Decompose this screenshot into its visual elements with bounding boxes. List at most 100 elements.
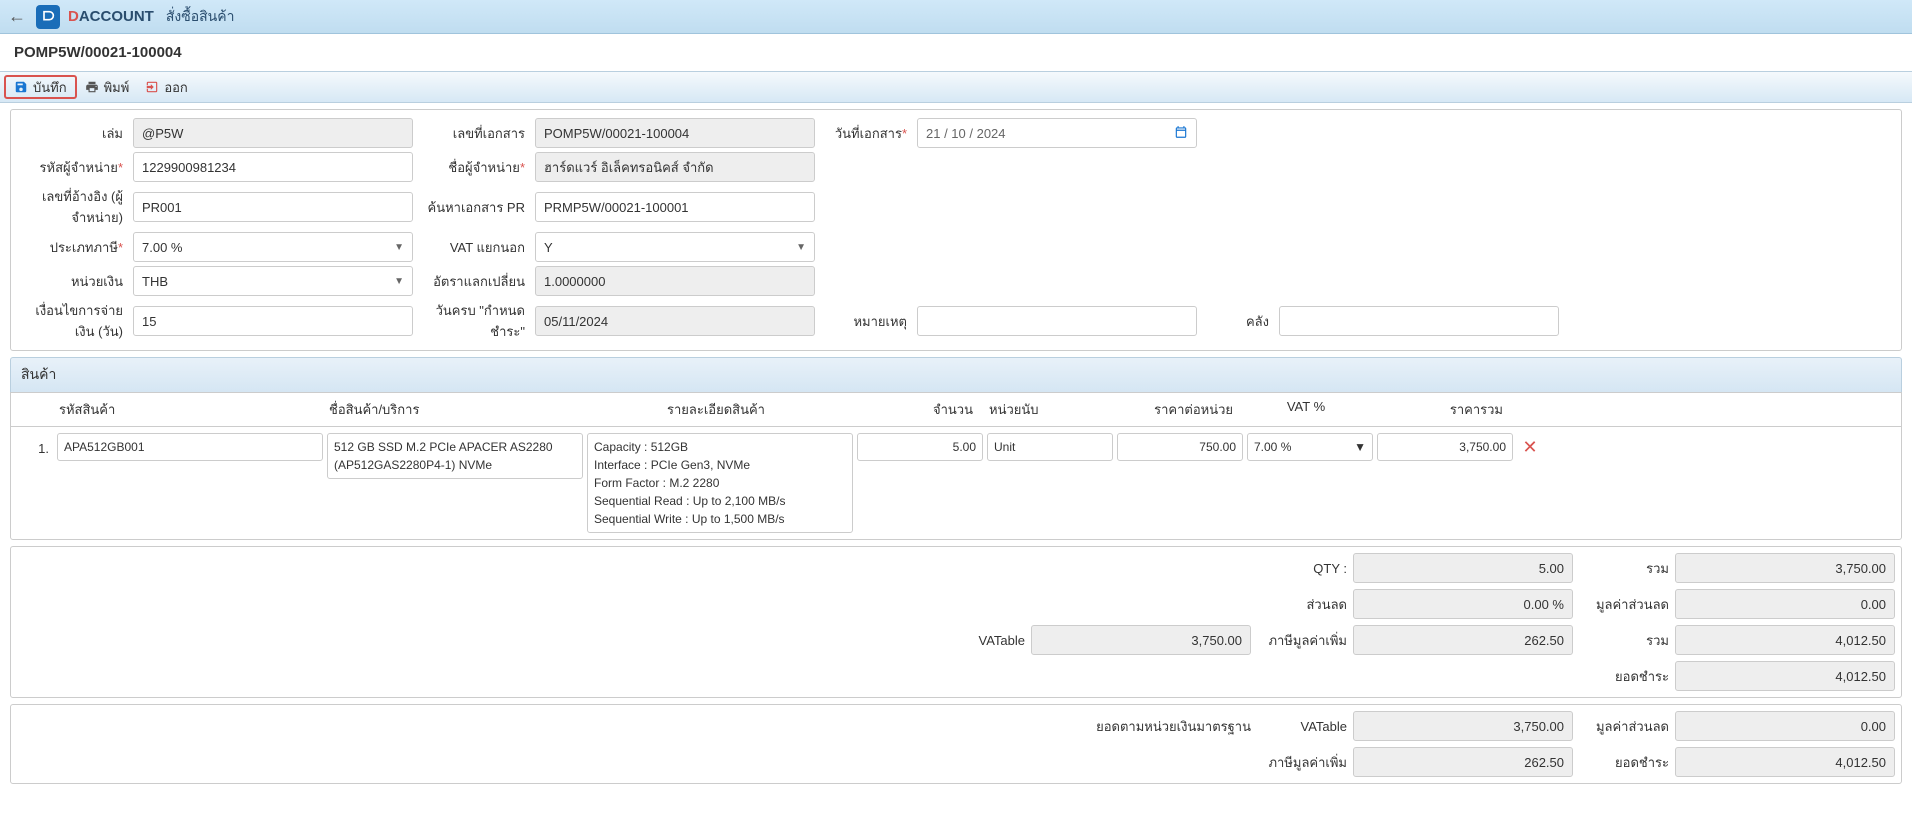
app-brand: DACCOUNT bbox=[68, 8, 154, 25]
cell-total: 3,750.00 bbox=[1377, 433, 1513, 461]
discount-amt-label: มูลค่าส่วนลด bbox=[1579, 594, 1669, 615]
field-supplier-code[interactable]: 1229900981234 bbox=[133, 152, 413, 182]
payable-label: ยอดชำระ bbox=[1579, 666, 1669, 687]
col-detail: รายละเอียดสินค้า bbox=[581, 393, 851, 426]
field-search-pr[interactable]: PRMP5W/00021-100001 bbox=[535, 192, 815, 222]
field-warehouse[interactable] bbox=[1279, 306, 1559, 336]
label-supplier-name: ชื่อผู้จำหน่าย* bbox=[419, 157, 529, 178]
grid-header: รหัสสินค้า ชื่อสินค้า/บริการ รายละเอียดส… bbox=[11, 393, 1901, 427]
chevron-down-icon: ▼ bbox=[394, 276, 404, 287]
print-label: พิมพ์ bbox=[104, 77, 130, 98]
label-doc-no: เลขที่เอกสาร bbox=[419, 123, 529, 144]
col-qty: จำนวน bbox=[851, 393, 981, 426]
toolbar: บันทึก พิมพ์ ออก bbox=[0, 71, 1912, 103]
cell-unit[interactable]: Unit bbox=[987, 433, 1113, 461]
col-name: ชื่อสินค้า/บริการ bbox=[321, 393, 581, 426]
chevron-down-icon: ▼ bbox=[796, 242, 806, 253]
cell-name[interactable]: 512 GB SSD M.2 PCIe APACER AS2280 (AP512… bbox=[327, 433, 583, 479]
sum-value: 3,750.00 bbox=[1675, 553, 1895, 583]
label-doc-date: วันที่เอกสาร* bbox=[821, 123, 911, 144]
chevron-down-icon: ▼ bbox=[1354, 440, 1366, 454]
label-tax-type: ประเภทภาษี* bbox=[17, 237, 127, 258]
vatable2-label: VATable bbox=[1257, 719, 1347, 734]
payable2-label: ยอดชำระ bbox=[1579, 752, 1669, 773]
vat-value: 262.50 bbox=[1353, 625, 1573, 655]
field-remark[interactable] bbox=[917, 306, 1197, 336]
doc-date-value: 21 / 10 / 2024 bbox=[926, 126, 1006, 141]
cell-code[interactable]: APA512GB001 bbox=[57, 433, 323, 461]
col-unit: หน่วยนับ bbox=[981, 393, 1111, 426]
field-payment-term[interactable]: 15 bbox=[133, 306, 413, 336]
payable2-value: 4,012.50 bbox=[1675, 747, 1895, 777]
cell-qty[interactable]: 5.00 bbox=[857, 433, 983, 461]
discount-amt-value: 0.00 bbox=[1675, 589, 1895, 619]
vatable2-value: 3,750.00 bbox=[1353, 711, 1573, 741]
discount-value: 0.00 % bbox=[1353, 589, 1573, 619]
label-currency: หน่วยเงิน bbox=[17, 271, 127, 292]
label-exchange-rate: อัตราแลกเปลี่ยน bbox=[419, 271, 529, 292]
print-button[interactable]: พิมพ์ bbox=[77, 75, 138, 99]
chevron-down-icon: ▼ bbox=[394, 242, 404, 253]
field-doc-date[interactable]: 21 / 10 / 2024 bbox=[917, 118, 1197, 148]
row-number: 1. bbox=[15, 433, 55, 464]
save-icon bbox=[14, 80, 28, 94]
cell-price[interactable]: 750.00 bbox=[1117, 433, 1243, 461]
field-ref-no[interactable]: PR001 bbox=[133, 192, 413, 222]
label-remark: หมายเหตุ bbox=[821, 311, 911, 332]
col-total: ราคารวม bbox=[1371, 393, 1511, 426]
app-header: ← DACCOUNT สั่งซื้อสินค้า bbox=[0, 0, 1912, 34]
calendar-icon[interactable] bbox=[1174, 125, 1188, 142]
vatable-value: 3,750.00 bbox=[1031, 625, 1251, 655]
vat2-label: ภาษีมูลค่าเพิ่ม bbox=[1257, 752, 1347, 773]
discount2-value: 0.00 bbox=[1675, 711, 1895, 741]
field-currency[interactable]: THB▼ bbox=[133, 266, 413, 296]
col-vat: VAT % bbox=[1241, 393, 1371, 426]
delete-row-button[interactable]: ✕ bbox=[1515, 433, 1545, 458]
label-supplier-code: รหัสผู้จำหน่าย* bbox=[17, 157, 127, 178]
vat2-value: 262.50 bbox=[1353, 747, 1573, 777]
grid-section-title: สินค้า bbox=[10, 357, 1902, 392]
vatable-label: VATable bbox=[935, 633, 1025, 648]
label-vat-sep: VAT แยกนอก bbox=[419, 237, 529, 258]
print-icon bbox=[85, 80, 99, 94]
save-button[interactable]: บันทึก bbox=[4, 75, 77, 99]
qty-value: 5.00 bbox=[1353, 553, 1573, 583]
label-warehouse: คลัง bbox=[1203, 311, 1273, 332]
cell-detail[interactable]: Capacity : 512GB Interface : PCIe Gen3, … bbox=[587, 433, 853, 533]
field-exchange-rate: 1.0000000 bbox=[535, 266, 815, 296]
save-label: บันทึก bbox=[33, 77, 67, 98]
label-payment-term: เงื่อนไขการจ่ายเงิน (วัน) bbox=[17, 300, 127, 342]
col-code: รหัสสินค้า bbox=[51, 393, 321, 426]
field-book: @P5W bbox=[133, 118, 413, 148]
field-tax-type[interactable]: 7.00 %▼ bbox=[133, 232, 413, 262]
label-ref-no: เลขที่อ้างอิง (ผู้จำหน่าย) bbox=[17, 186, 127, 228]
page-subtitle: สั่งซื้อสินค้า bbox=[166, 6, 235, 28]
exit-label: ออก bbox=[164, 77, 188, 98]
app-logo-icon bbox=[36, 5, 60, 29]
grid-row: 1. APA512GB001 512 GB SSD M.2 PCIe APACE… bbox=[11, 427, 1901, 539]
exit-icon bbox=[145, 80, 159, 94]
form-panel: เล่ม @P5W เลขที่เอกสาร POMP5W/00021-1000… bbox=[10, 109, 1902, 351]
cell-vat[interactable]: 7.00 %▼ bbox=[1247, 433, 1373, 461]
qty-label: QTY : bbox=[1257, 561, 1347, 576]
label-due-date: วันครบ "กำหนดชำระ" bbox=[419, 300, 529, 342]
field-due-date: 05/11/2024 bbox=[535, 306, 815, 336]
vat-label: ภาษีมูลค่าเพิ่ม bbox=[1257, 630, 1347, 651]
field-doc-no: POMP5W/00021-100004 bbox=[535, 118, 815, 148]
back-arrow-icon[interactable]: ← bbox=[8, 6, 26, 27]
field-supplier-name: ฮาร์ดแวร์ อิเล็คทรอนิคส์ จำกัด bbox=[535, 152, 815, 182]
payable-value: 4,012.50 bbox=[1675, 661, 1895, 691]
brand-prefix: D bbox=[68, 8, 79, 25]
doc-title: POMP5W/00021-100004 bbox=[0, 34, 1912, 71]
exit-button[interactable]: ออก bbox=[137, 75, 196, 99]
total-label: รวม bbox=[1579, 630, 1669, 651]
col-price: ราคาต่อหน่วย bbox=[1111, 393, 1241, 426]
totals-panel-1: QTY : 5.00 รวม 3,750.00 ส่วนลด 0.00 % มู… bbox=[10, 546, 1902, 698]
field-vat-sep[interactable]: Y▼ bbox=[535, 232, 815, 262]
sum-label: รวม bbox=[1579, 558, 1669, 579]
brand-rest: ACCOUNT bbox=[79, 8, 154, 25]
totals-panel-2: ยอดตามหน่วยเงินมาตรฐาน VATable 3,750.00 … bbox=[10, 704, 1902, 784]
base-label: ยอดตามหน่วยเงินมาตรฐาน bbox=[1071, 716, 1251, 737]
label-search-pr: ค้นหาเอกสาร PR bbox=[419, 197, 529, 218]
discount2-label: มูลค่าส่วนลด bbox=[1579, 716, 1669, 737]
